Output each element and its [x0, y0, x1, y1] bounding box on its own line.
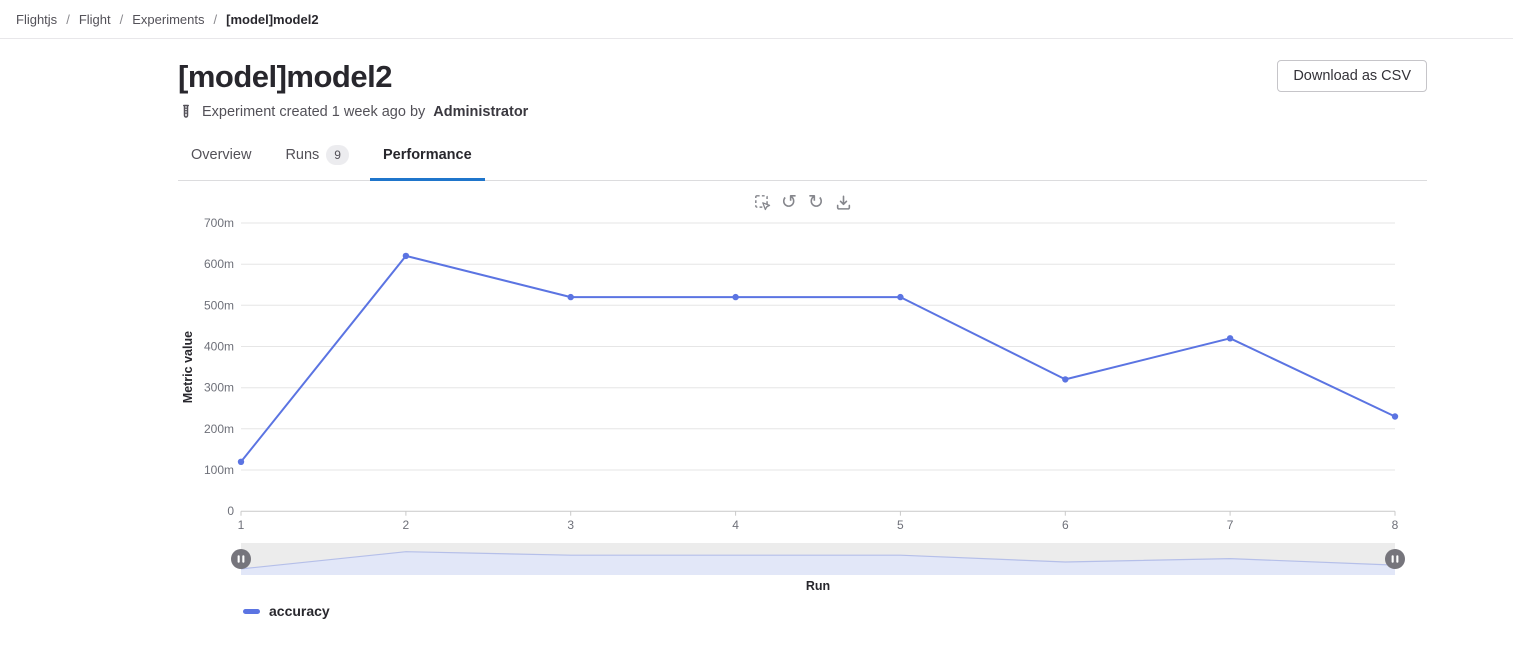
- chart-legend[interactable]: accuracy: [178, 603, 1427, 619]
- slider-handle-left[interactable]: [231, 549, 251, 569]
- y-tick-label: 600m: [204, 257, 234, 271]
- data-point[interactable]: [897, 293, 904, 301]
- performance-chart[interactable]: 0 100m 200m 300m 400m 500m 600m 700m Metric valu…: [178, 214, 1427, 596]
- redo-icon[interactable]: ↻: [806, 192, 826, 212]
- y-tick-label: 300m: [204, 381, 234, 395]
- page-title: [model]model2: [178, 59, 392, 94]
- tab-runs[interactable]: Runs 9: [272, 145, 362, 181]
- breadcrumb-separator: /: [66, 11, 70, 27]
- x-tick-label: 7: [1227, 518, 1234, 532]
- undo-glyph: ↺: [781, 190, 797, 213]
- data-point[interactable]: [732, 293, 739, 301]
- breadcrumb-separator: /: [213, 11, 218, 27]
- x-tick-label: 2: [403, 518, 410, 532]
- y-tick-label: 400m: [204, 340, 234, 354]
- chart-line: [240, 254, 1396, 463]
- data-point[interactable]: [1062, 376, 1069, 383]
- x-tick-label: 4: [732, 518, 739, 532]
- breadcrumb-item-group[interactable]: Flightjs: [16, 11, 58, 27]
- handle-bar: [1391, 555, 1394, 563]
- x-tick-label: 6: [1062, 518, 1069, 532]
- breadcrumb-separator: /: [119, 11, 124, 27]
- data-point[interactable]: [237, 458, 245, 465]
- download-csv-button[interactable]: Download as CSV: [1277, 60, 1427, 92]
- slider-area-line: [240, 551, 1396, 570]
- undo-icon[interactable]: ↺: [779, 192, 799, 212]
- x-axis-title: Run: [806, 579, 830, 593]
- experiment-meta: Experiment created 1 week ago by Adminis…: [178, 104, 1427, 120]
- legend-series-label: accuracy: [269, 603, 330, 619]
- data-point[interactable]: [1226, 335, 1234, 342]
- test-tube-icon: [178, 104, 194, 120]
- page-header: [model]model2 Download as CSV: [178, 58, 1427, 96]
- handle-bar: [1396, 555, 1399, 563]
- data-point[interactable]: [567, 293, 574, 301]
- y-tick-label: 0: [227, 504, 234, 518]
- breadcrumb-item-current: [model]model2: [226, 11, 319, 27]
- legend-color-swatch: [243, 608, 260, 614]
- breadcrumb-item-project[interactable]: Flight: [78, 11, 111, 27]
- x-tick-label: 3: [567, 518, 574, 532]
- redo-glyph: ↻: [808, 190, 824, 213]
- breadcrumb-item-experiments[interactable]: Experiments: [132, 11, 205, 27]
- y-tick-label: 700m: [204, 216, 234, 230]
- tab-label: Runs: [285, 147, 320, 163]
- y-tick-label: 200m: [204, 422, 234, 436]
- tab-label: Performance: [382, 147, 472, 163]
- tab-performance[interactable]: Performance: [369, 145, 485, 181]
- data-point[interactable]: [1391, 413, 1399, 420]
- y-axis-title: Metric value: [181, 331, 195, 403]
- runs-count-badge: 9: [326, 145, 349, 165]
- tab-bar: Overview Runs 9 Performance: [178, 145, 1427, 181]
- slider-area: [241, 551, 1395, 575]
- experiment-created-text: Experiment created 1 week ago by: [202, 104, 426, 120]
- download-icon[interactable]: [833, 192, 853, 212]
- x-tick-label: 5: [897, 518, 904, 532]
- y-tick-label: 500m: [204, 298, 234, 312]
- x-tick-label: 8: [1392, 518, 1399, 532]
- slider-handle-right[interactable]: [1385, 549, 1405, 569]
- tab-label: Overview: [191, 147, 252, 163]
- breadcrumb: Flightjs / Flight / Experiments / [model…: [0, 0, 1513, 39]
- handle-bar: [242, 555, 245, 563]
- data-point[interactable]: [402, 252, 410, 260]
- handle-bar: [237, 555, 240, 563]
- marquee-zoom-icon[interactable]: [752, 192, 772, 212]
- y-tick-label: 100m: [204, 463, 234, 477]
- x-tick-label: 1: [238, 518, 245, 532]
- chart-toolbar: ↺ ↻: [178, 192, 1427, 212]
- tab-overview[interactable]: Overview: [178, 145, 264, 181]
- experiment-author: Administrator: [433, 104, 529, 120]
